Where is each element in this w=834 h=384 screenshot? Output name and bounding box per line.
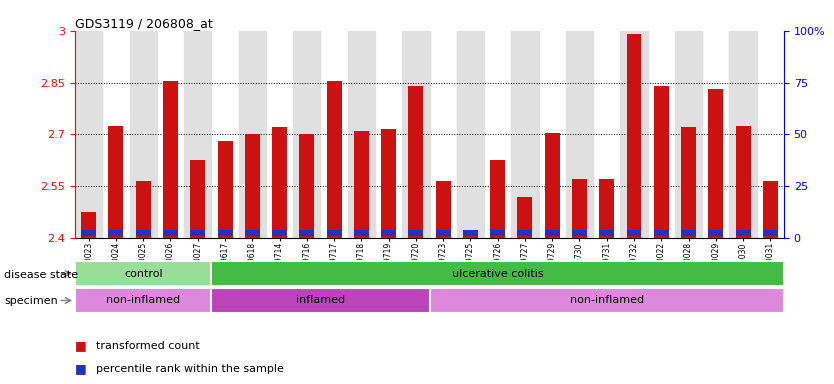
Bar: [430, 288, 784, 313]
Text: ■: ■: [75, 339, 87, 352]
Bar: [239, 31, 266, 238]
Bar: [409, 86, 424, 238]
Bar: [681, 127, 696, 238]
Bar: [108, 126, 123, 238]
Bar: [626, 34, 641, 238]
Bar: [245, 134, 259, 238]
Bar: [129, 31, 157, 238]
Bar: [272, 230, 287, 237]
Bar: [75, 31, 103, 238]
Text: disease state: disease state: [4, 270, 78, 280]
Bar: [545, 230, 560, 237]
Bar: [626, 230, 641, 237]
Bar: [654, 86, 669, 238]
Text: inflamed: inflamed: [296, 295, 345, 306]
Text: non-inflamed: non-inflamed: [570, 295, 644, 306]
Bar: [457, 31, 484, 238]
Bar: [620, 31, 648, 238]
Bar: [245, 230, 259, 237]
Bar: [402, 31, 430, 238]
Bar: [736, 230, 751, 237]
Bar: [294, 31, 320, 238]
Bar: [348, 31, 375, 238]
Bar: [190, 161, 205, 238]
Bar: [163, 81, 178, 238]
Bar: [81, 230, 96, 237]
Bar: [327, 230, 342, 237]
Bar: [435, 181, 450, 238]
Bar: [730, 31, 756, 238]
Bar: [327, 81, 342, 238]
Bar: [435, 230, 450, 237]
Bar: [272, 127, 287, 238]
Bar: [572, 230, 587, 237]
Text: control: control: [124, 268, 163, 279]
Text: GDS3119 / 206808_at: GDS3119 / 206808_at: [75, 17, 213, 30]
Bar: [511, 31, 539, 238]
Text: specimen: specimen: [4, 296, 58, 306]
Bar: [736, 126, 751, 238]
Bar: [490, 230, 505, 237]
Bar: [409, 230, 424, 237]
Bar: [463, 231, 478, 238]
Text: non-inflamed: non-inflamed: [106, 295, 180, 306]
Bar: [763, 181, 778, 238]
Bar: [681, 230, 696, 237]
Bar: [299, 230, 314, 237]
Bar: [600, 230, 614, 237]
Bar: [211, 261, 784, 286]
Text: ulcerative colitis: ulcerative colitis: [452, 268, 544, 279]
Bar: [565, 31, 593, 238]
Bar: [572, 179, 587, 238]
Bar: [299, 134, 314, 238]
Bar: [354, 230, 369, 237]
Bar: [381, 129, 396, 238]
Bar: [545, 133, 560, 238]
Bar: [136, 181, 151, 238]
Bar: [600, 179, 614, 238]
Bar: [136, 230, 151, 237]
Bar: [708, 89, 723, 238]
Bar: [218, 230, 233, 237]
Text: transformed count: transformed count: [96, 341, 199, 351]
Text: percentile rank within the sample: percentile rank within the sample: [96, 364, 284, 374]
Bar: [75, 288, 211, 313]
Bar: [381, 230, 396, 237]
Bar: [517, 197, 532, 238]
Bar: [708, 230, 723, 237]
Text: ■: ■: [75, 362, 87, 375]
Bar: [675, 31, 702, 238]
Bar: [81, 212, 96, 238]
Bar: [163, 230, 178, 237]
Bar: [184, 31, 211, 238]
Bar: [654, 230, 669, 237]
Bar: [354, 131, 369, 238]
Bar: [463, 230, 478, 237]
Bar: [190, 230, 205, 237]
Bar: [763, 230, 778, 237]
Bar: [218, 141, 233, 238]
Bar: [517, 230, 532, 237]
Bar: [108, 230, 123, 237]
Bar: [490, 161, 505, 238]
Bar: [211, 288, 430, 313]
Bar: [75, 261, 211, 286]
